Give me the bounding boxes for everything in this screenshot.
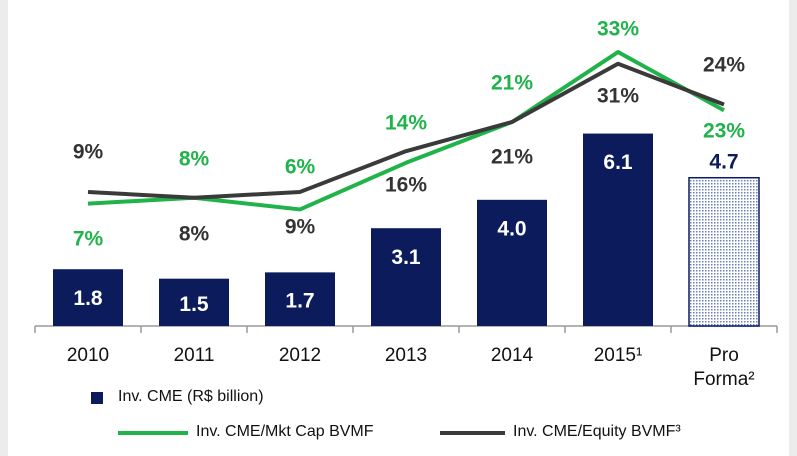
bar <box>159 278 229 326</box>
x-tick-label: 2014 <box>459 344 565 368</box>
line-value-label: 21% <box>491 146 533 169</box>
legend-label: Inv. CME/Mkt Cap BVMF <box>196 423 374 440</box>
x-tick-label-text: 2011 <box>173 345 215 366</box>
bar-value-label: 4.0 <box>497 217 526 240</box>
bar <box>53 269 123 326</box>
x-tick-label: 2011 <box>141 344 247 368</box>
line-value-label: 7% <box>73 228 104 251</box>
x-tick-label: 2015¹ <box>565 344 671 368</box>
legend-swatch <box>91 392 103 404</box>
legend-label: Inv. CME/Equity BVMF³ <box>513 423 681 440</box>
line-value-label: 8% <box>179 223 210 246</box>
bar-value-label: 6.1 <box>603 151 633 174</box>
legend-label: Inv. CME (R$ billion) <box>118 388 264 405</box>
x-tick-label: 2010 <box>35 344 141 368</box>
line-value-label: 9% <box>73 141 104 164</box>
bar <box>583 133 653 326</box>
line-value-label: 33% <box>597 18 639 41</box>
x-tick-label-text: 2010 <box>66 345 110 366</box>
x-tick-label: 2012 <box>247 344 353 368</box>
line-value-label: 23% <box>703 120 745 143</box>
x-tick-label-text: 2012 <box>278 345 322 366</box>
bar <box>688 176 760 327</box>
x-tick-label: Pro Forma² <box>671 344 777 392</box>
bar <box>371 228 441 326</box>
bar-value-label: 3.1 <box>391 246 421 269</box>
bar-value-label: 1.7 <box>285 290 314 313</box>
line-value-label: 8% <box>179 148 210 171</box>
x-tick-label-text: Pro Forma² <box>693 345 755 390</box>
line-value-label: 6% <box>285 156 316 179</box>
line-value-label: 14% <box>385 112 427 135</box>
line-value-label: 21% <box>491 72 533 95</box>
bar-value-label: 1.8 <box>73 287 103 310</box>
line-value-label: 9% <box>285 216 316 239</box>
line <box>87 61 725 200</box>
bar <box>477 199 547 326</box>
bar-value-label: 4.7 <box>709 150 738 173</box>
line-value-label: 31% <box>597 85 639 108</box>
bar-value-label: 1.5 <box>179 293 209 316</box>
x-tick-label-text: 2014 <box>490 345 534 366</box>
x-tick-label-text: 2015¹ <box>593 345 643 366</box>
x-tick-label: 2013 <box>353 344 459 368</box>
line-value-label: 24% <box>703 54 745 77</box>
x-tick-label-text: 2013 <box>384 345 428 366</box>
line-value-label: 16% <box>385 174 427 197</box>
bar <box>265 272 335 326</box>
